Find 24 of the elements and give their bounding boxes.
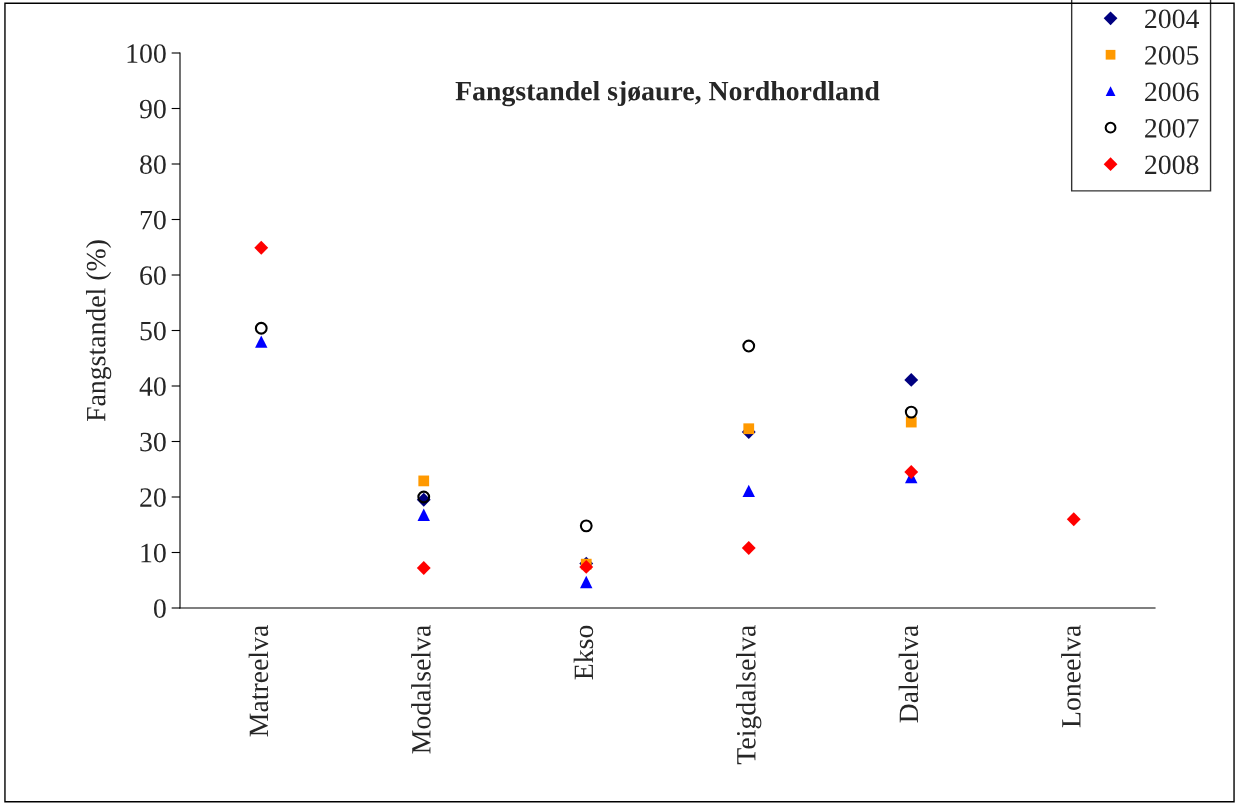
x-tick-label: Matreelva (248, 625, 269, 737)
legend-label: 2005 (1145, 46, 1199, 65)
legend-label: 2004 (1145, 9, 1200, 29)
y-tick-label: 90 (139, 99, 166, 119)
x-tick-label: Ekso (573, 625, 594, 680)
x-tick-label: Teigdalselva (736, 625, 762, 765)
y-tick-label: 20 (140, 488, 166, 507)
x-tick-label: Modalselva (411, 625, 431, 754)
x-tick-label: Loneelva (1061, 625, 1081, 728)
y-tick-label: 100 (127, 44, 166, 63)
legend-label: 2008 (1145, 155, 1199, 175)
x-tick-label: Daleelva (898, 625, 919, 723)
y-tick-label: 70 (140, 210, 166, 230)
y-tick-label: 50 (140, 321, 166, 341)
legend-label: 2006 (1145, 82, 1199, 102)
y-axis-title: Fangstandel (%) (85, 240, 112, 422)
y-tick-label: 60 (140, 266, 166, 285)
legend-label: 2007 (1145, 118, 1199, 138)
text: Fangstandel sjøaure, Nordhordland (455, 80, 880, 107)
y-tick-label: 0 (153, 599, 166, 618)
y-tick-label: 30 (140, 432, 166, 452)
y-tick-label: 80 (140, 155, 166, 174)
y-tick-label: 10 (141, 543, 166, 563)
y-tick-label: 40 (139, 377, 166, 396)
